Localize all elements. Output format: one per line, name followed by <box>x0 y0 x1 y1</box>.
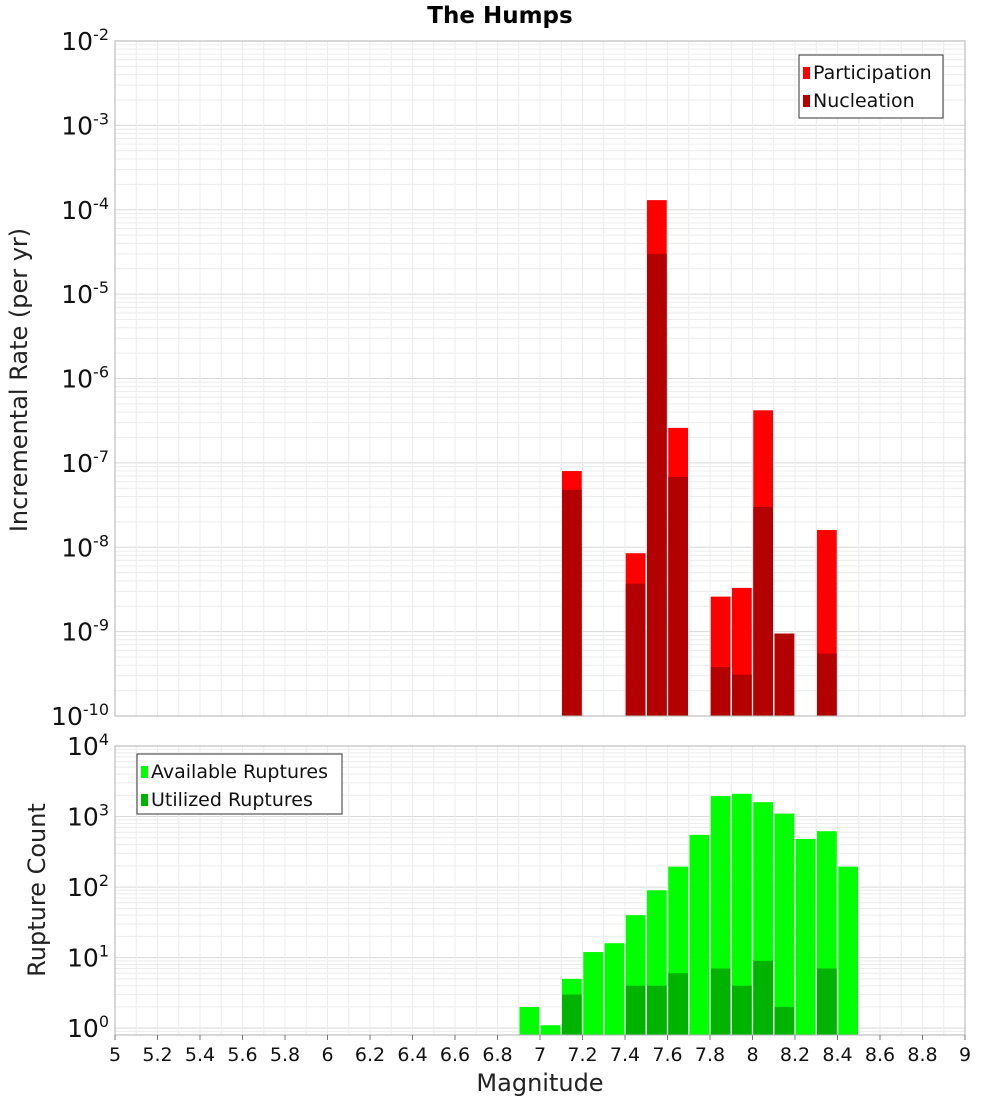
bar-available-ruptures <box>583 952 603 1035</box>
bar-utilized-ruptures <box>668 973 688 1035</box>
bar-utilized-ruptures <box>732 985 752 1035</box>
x-tick-label: 8.8 <box>907 1044 937 1066</box>
bar-available-ruptures <box>689 834 710 1035</box>
y-tick-label: 10-4 <box>61 194 109 225</box>
legend-box <box>798 54 944 119</box>
top-grid <box>114 40 966 717</box>
top-panel: 10-2 10-3 10-4 10-5 10-6 10-7 10-8 10-9 10-10 In… <box>5 25 966 731</box>
bar-available-ruptures <box>604 943 625 1035</box>
bar-nucleation <box>647 253 667 716</box>
x-tick-label: 7.4 <box>610 1044 640 1066</box>
top-y-ticks: 10-2 10-3 10-4 10-5 10-6 10-7 10-8 10-9 10-10 <box>51 25 109 731</box>
bar-utilized-ruptures <box>710 968 731 1035</box>
x-tick-label: 8.6 <box>865 1044 895 1066</box>
bottom-y-ticks: 104 103 102 101 100 <box>67 730 109 1043</box>
top-bars <box>562 200 837 716</box>
top-legend: Participation Nucleation <box>798 54 944 119</box>
y-tick-label: 10-3 <box>61 109 109 140</box>
legend-box <box>136 753 343 815</box>
x-tick-label: 9 <box>959 1044 971 1066</box>
y-tick-label: 10-8 <box>61 531 109 562</box>
x-tick-label: 8 <box>746 1044 758 1066</box>
legend-swatch <box>141 794 148 806</box>
y-tick-label: 10-2 <box>61 25 109 56</box>
x-tick-label: 6.2 <box>355 1044 385 1066</box>
x-tick-label: 7.8 <box>695 1044 725 1066</box>
bar-utilized-ruptures <box>562 994 582 1035</box>
x-tick-label: 6 <box>321 1044 333 1066</box>
x-tick-label: 5.6 <box>227 1044 257 1066</box>
y-tick-label: 10-6 <box>61 363 109 394</box>
bottom-legend: Available Ruptures Utilized Ruptures <box>136 753 343 815</box>
y-tick-label: 103 <box>67 801 109 832</box>
chart-title: The Humps <box>427 3 572 29</box>
x-tick-label: 7 <box>534 1044 546 1066</box>
x-tick-label: 6.8 <box>482 1044 512 1066</box>
legend-label: Nucleation <box>813 90 915 112</box>
y-tick-label: 102 <box>67 871 109 902</box>
legend-swatch <box>141 766 148 778</box>
legend-swatch <box>803 95 810 107</box>
bar-available-ruptures <box>540 1025 561 1035</box>
y-tick-label: 10-5 <box>61 278 109 309</box>
bar-available-ruptures <box>795 839 816 1035</box>
x-tick-label: 8.2 <box>780 1044 810 1066</box>
legend-swatch <box>803 67 810 79</box>
bottom-bars <box>519 793 858 1035</box>
x-tick-label: 8.4 <box>822 1044 852 1066</box>
bar-available-ruptures <box>774 813 795 1035</box>
legend-label: Available Ruptures <box>151 761 328 783</box>
bottom-panel: 104 103 102 101 100 5 5.2 5.4 5.6 5.8 6 6.2 6.4 6.6 6… <box>23 730 971 1097</box>
x-tick-label: 6.6 <box>440 1044 470 1066</box>
y-tick-label: 100 <box>67 1012 109 1043</box>
bar-nucleation <box>753 506 773 716</box>
bar-utilized-ruptures <box>817 968 837 1035</box>
x-tick-label: 5.4 <box>185 1044 215 1066</box>
bar-utilized-ruptures <box>753 960 773 1035</box>
bar-nucleation <box>732 674 752 716</box>
bar-utilized-ruptures <box>774 1006 795 1035</box>
y-tick-label: 101 <box>67 942 109 973</box>
bar-utilized-ruptures <box>625 985 646 1035</box>
x-tick-label: 6.4 <box>397 1044 427 1066</box>
bar-utilized-ruptures <box>647 985 667 1035</box>
top-y-axis-label: Incremental Rate (per yr) <box>5 228 33 532</box>
y-tick-label: 10-9 <box>61 616 109 647</box>
y-tick-label: 10-10 <box>51 700 109 731</box>
legend-label: Participation <box>813 62 932 84</box>
bar-available-ruptures <box>519 1006 540 1035</box>
x-ticks: 5 5.2 5.4 5.6 5.8 6 6.2 6.4 6.6 6.8 7 7.2 7.4 7.6 7.8 8… <box>109 1035 971 1066</box>
x-tick-label: 5.8 <box>270 1044 300 1066</box>
bar-available-ruptures <box>732 793 752 1035</box>
bar-available-ruptures <box>838 866 858 1035</box>
bar-nucleation <box>668 477 688 716</box>
bar-nucleation <box>625 583 646 716</box>
x-tick-label: 5 <box>109 1044 121 1066</box>
y-tick-label: 10-7 <box>61 447 109 478</box>
bar-nucleation <box>817 653 837 716</box>
legend-label: Utilized Ruptures <box>151 789 313 811</box>
x-tick-label: 5.2 <box>142 1044 172 1066</box>
bottom-y-axis-label: Rupture Count <box>23 803 51 977</box>
bar-nucleation <box>774 633 795 716</box>
x-axis-label: Magnitude <box>476 1069 603 1097</box>
y-tick-label: 104 <box>67 730 109 761</box>
top-plot-frame <box>114 40 966 717</box>
x-tick-label: 7.2 <box>567 1044 597 1066</box>
x-tick-label: 7.6 <box>652 1044 682 1066</box>
bar-nucleation <box>710 667 731 716</box>
bar-nucleation <box>562 489 582 716</box>
